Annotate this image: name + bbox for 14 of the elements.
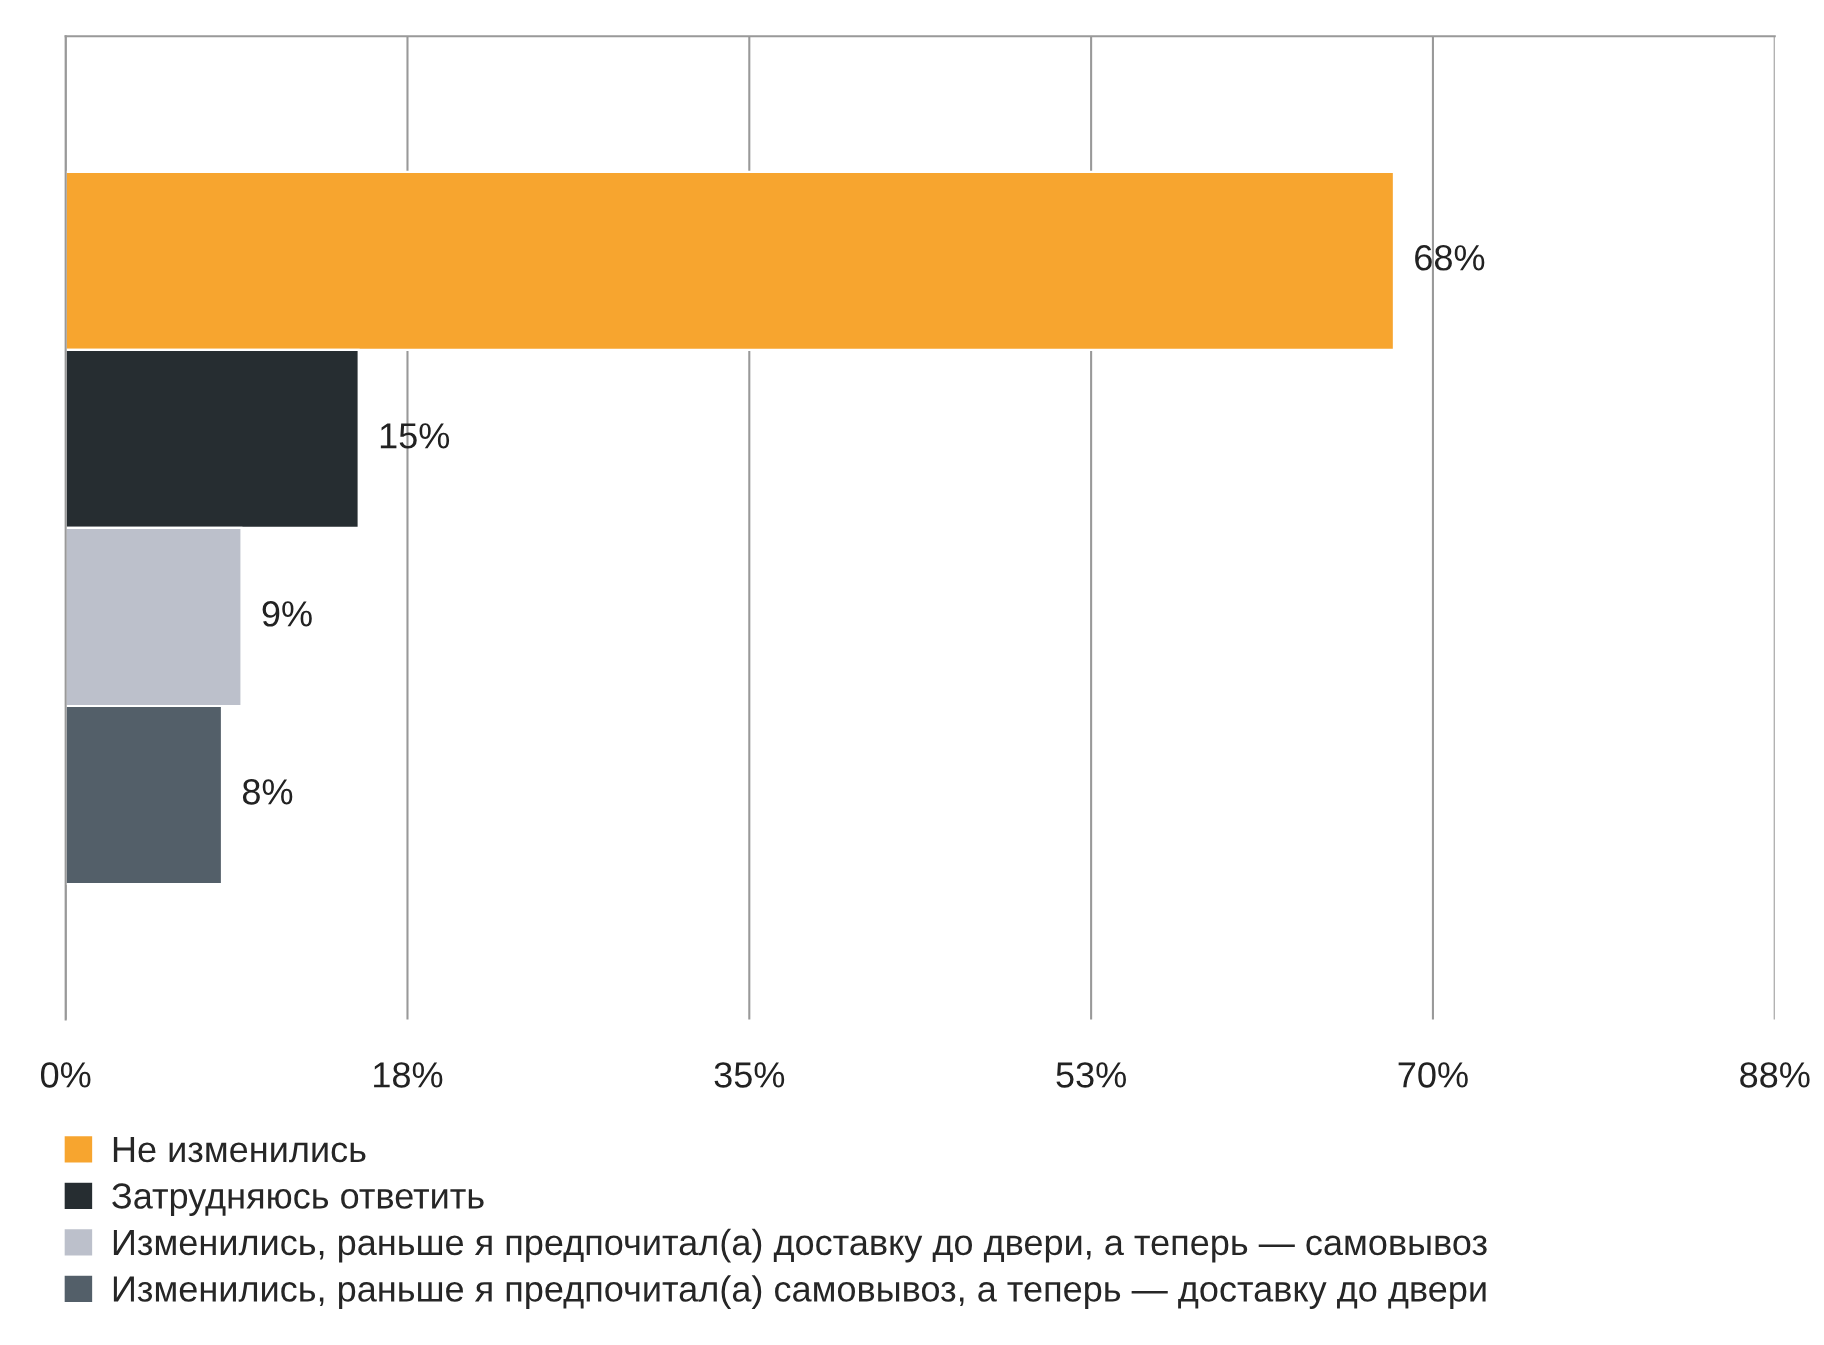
legend-label: Затрудняюсь ответить xyxy=(112,1183,484,1216)
legend-label: Не изменились xyxy=(113,1137,366,1163)
x-tick-label: 53% xyxy=(1056,1062,1126,1088)
x-tick-label: 70% xyxy=(1398,1062,1468,1088)
text: 15% xyxy=(380,423,450,449)
text: 9% xyxy=(262,601,312,627)
x-tick-label: 35% xyxy=(714,1062,785,1088)
text: 8% xyxy=(242,779,293,805)
x-tick-label: 88% xyxy=(1740,1062,1810,1088)
legend-label: Изменились, раньше я предпочитал(а) самовывоз, а теперь — доставку до двери xyxy=(113,1275,1486,1309)
legend-label: Изменились, раньше я предпочитал(а) доставку до двери, а теперь — самовывоз xyxy=(113,1228,1487,1263)
x-tick-label: 0% xyxy=(40,1062,91,1088)
text: 68% xyxy=(1415,245,1485,271)
x-tick-label: 18% xyxy=(374,1062,443,1088)
